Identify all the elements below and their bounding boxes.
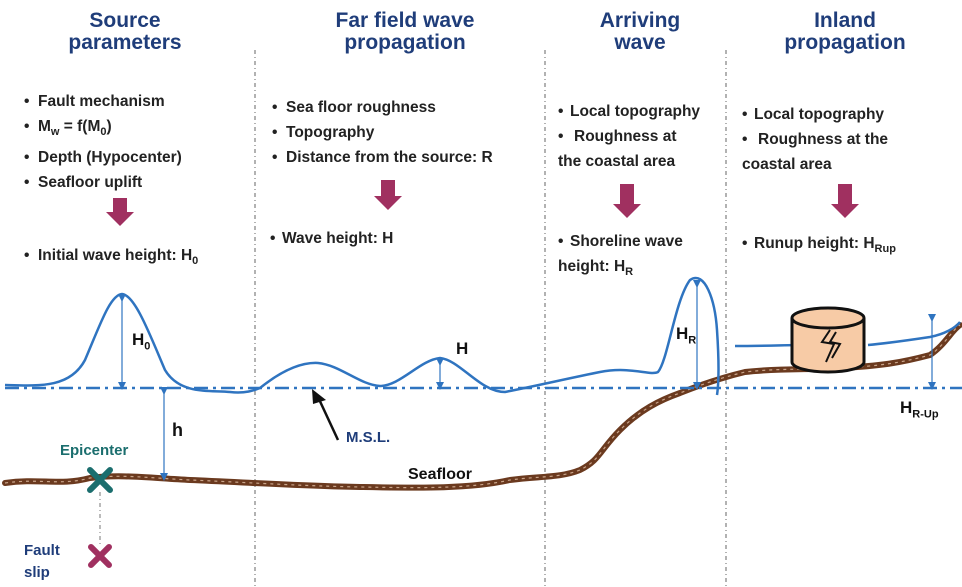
H0-label: H0	[132, 330, 151, 353]
arriving-bullet-topography: • Local topography	[558, 103, 701, 120]
list-item: • Depth (Hypocenter)	[24, 149, 182, 167]
inland-bullet-roughness: • Roughness at the coastal area	[742, 131, 889, 173]
msl-pointer	[316, 396, 340, 441]
source-parameter-list: • Fault mechanism • Mw = f(M0) • Depth (Hyp…	[24, 89, 182, 195]
shoreline-wave-height-text: • Shoreline wave height: HR	[558, 233, 683, 279]
wave-height-text: • Wave height: H	[270, 230, 394, 247]
far-field-parameter-list: • Sea floor roughness • Topography • Distan…	[272, 95, 493, 170]
fault-slip-marker-icon	[88, 544, 112, 568]
fault-slip-label: Fault slip	[24, 542, 60, 581]
water-surface	[4, 276, 720, 396]
list-item: • Fault mechanism	[24, 93, 165, 110]
section-title-inland: Inland propagation	[784, 9, 906, 54]
list-item: • Topography	[272, 124, 375, 141]
inland-bullet-topography: • Local topography	[742, 106, 885, 123]
section-title-arriving: Arriving wave	[599, 9, 681, 54]
down-arrow-icon	[374, 180, 402, 210]
epicenter-marker-icon	[87, 467, 113, 493]
down-arrow-icon	[831, 184, 859, 218]
down-arrow-icon	[106, 198, 134, 226]
list-item: • Mw = f(M0)	[24, 118, 112, 139]
list-item: • Sea floor roughness	[272, 99, 436, 116]
msl-label: M.S.L.	[346, 429, 391, 446]
initial-wave-height-text: • Initial wave height: H0	[24, 247, 199, 268]
list-item: • Distance from the source: R	[272, 149, 493, 166]
depth-label: h	[172, 420, 183, 440]
runup-height-text: • Runup height: HRup	[742, 235, 896, 256]
list-item: • Seafloor uplift	[24, 174, 143, 192]
HR-label: HR	[676, 324, 697, 347]
section-title-source: Source parameters	[68, 9, 182, 54]
building-icon	[790, 306, 866, 374]
HRUp-label: HR-Up	[900, 398, 939, 421]
seafloor-label: Seafloor	[408, 466, 473, 483]
H-label: H	[456, 339, 469, 358]
epicenter-label: Epicenter	[60, 442, 129, 459]
down-arrow-icon	[613, 184, 641, 218]
section-title-far-field: Far field wave propagation	[335, 9, 475, 54]
arriving-bullet-roughness: • Roughness at the coastal area	[558, 128, 677, 170]
